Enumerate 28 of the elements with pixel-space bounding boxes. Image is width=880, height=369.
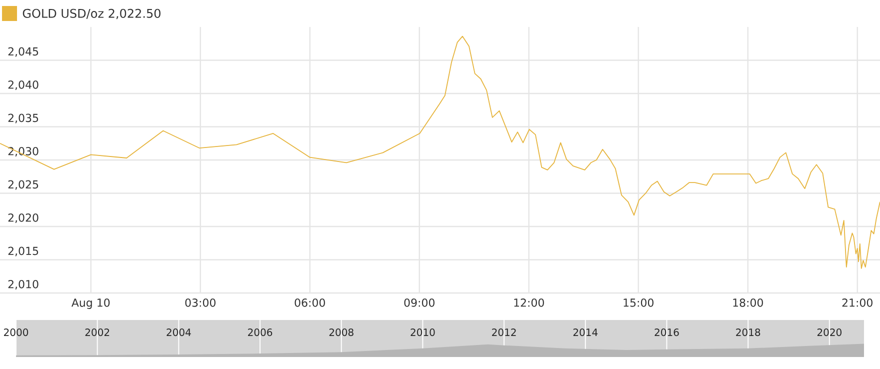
x-tick-label: 2018 <box>736 328 760 336</box>
x-tick-label: 21:00 <box>842 298 872 307</box>
x-tick-label: 2002 <box>85 328 110 336</box>
y-tick-label: 2,040 <box>8 80 38 90</box>
x-tick-label: Aug 10 <box>71 298 110 309</box>
x-tick-label: 15:00 <box>624 298 654 307</box>
y-tick-label: 2,035 <box>8 114 38 124</box>
x-tick-label: 2020 <box>817 328 842 336</box>
x-tick-label: 06:00 <box>294 298 325 307</box>
y-tick-label: 2,020 <box>8 214 38 223</box>
x-tick-label: 03:00 <box>185 298 216 307</box>
x-tick-label: 2004 <box>166 328 191 336</box>
x-tick-label: 09:00 <box>404 298 434 307</box>
x-tick-label: 12:00 <box>514 298 544 307</box>
x-tick-label: 2010 <box>410 328 435 336</box>
x-tick-label: 2012 <box>492 328 516 336</box>
y-tick-label: 2,045 <box>8 47 38 57</box>
x-tick-label: 18:00 <box>733 298 763 307</box>
x-tick-label: 2016 <box>654 328 679 336</box>
y-tick-label: 2,025 <box>8 180 38 190</box>
y-tick-label: 2,015 <box>8 246 38 256</box>
y-tick-label: 2,010 <box>8 280 38 290</box>
x-tick-label: 2000 <box>4 328 28 336</box>
legend-label: GOLD USD/oz <box>22 8 104 19</box>
text: 2,022.50 <box>108 8 160 20</box>
x-tick-label: 2014 <box>573 328 598 336</box>
x-tick-label: 2006 <box>248 328 272 336</box>
x-tick-label: 2008 <box>329 328 354 336</box>
